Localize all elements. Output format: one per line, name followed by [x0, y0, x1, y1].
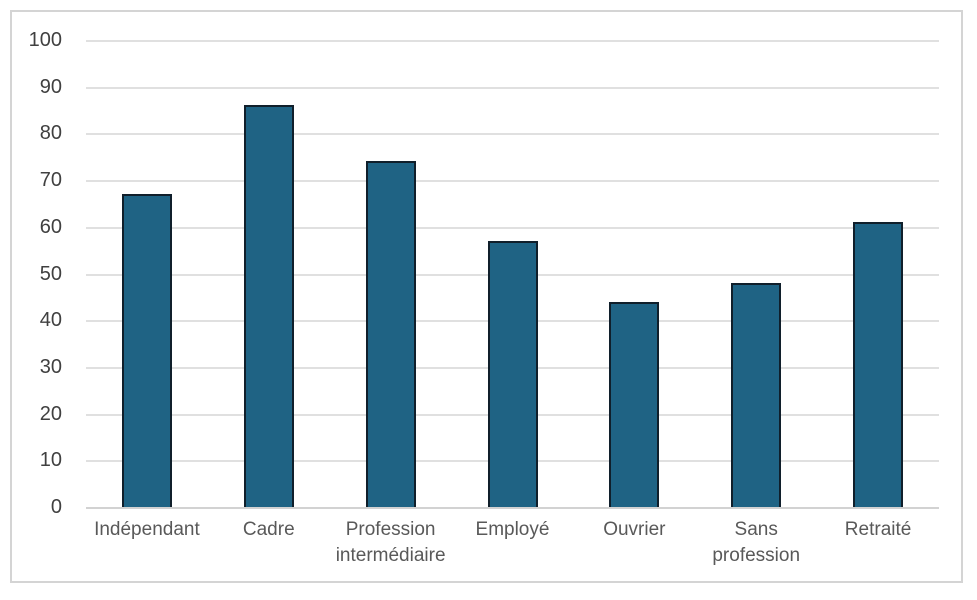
x-axis-line	[86, 507, 939, 509]
y-tick-label-60: 60	[39, 215, 62, 238]
y-tick-label-20: 20	[39, 402, 62, 425]
x-tick-label-retrait-: Retraité	[844, 519, 912, 540]
x-tick-label-ouvrier: Ouvrier	[603, 519, 666, 540]
bar-employ-	[487, 240, 538, 507]
bar-sans-profession	[731, 282, 782, 507]
x-tick-label-cadre: Cadre	[242, 519, 295, 540]
bar-retrait-	[853, 222, 904, 507]
gridline-70	[86, 180, 939, 183]
y-tick-label-90: 90	[39, 75, 62, 98]
bar-profession-interm-diaire	[365, 161, 416, 507]
x-tick-label-employ-: Employé	[475, 519, 550, 540]
x-tick-label-profession-interm-diaire: Profession intermédiaire	[335, 519, 446, 566]
y-tick-label-50: 50	[39, 262, 62, 285]
x-tick-label-sans-profession: Sans profession	[712, 519, 801, 566]
bar-chart: 0 10 20 30 40 50 60 70 80 90 100 Indépendant Cadre Pr…	[10, 10, 963, 583]
y-tick-label-10: 10	[39, 449, 62, 472]
bar-cadre	[243, 105, 294, 507]
bar-ind-pendant	[121, 194, 172, 507]
gridline-90	[86, 86, 939, 89]
y-tick-label-40: 40	[39, 309, 62, 332]
bar-ouvrier	[609, 301, 660, 507]
gridline-100	[86, 40, 939, 42]
y-tick-label-30: 30	[39, 355, 62, 378]
y-tick-label-70: 70	[39, 169, 62, 192]
y-tick-label-100: 100	[28, 29, 62, 51]
x-tick-label-ind-pendant: Indépendant	[94, 519, 200, 540]
y-tick-label-0: 0	[50, 496, 62, 518]
y-tick-label-80: 80	[39, 122, 62, 145]
gridline-80	[86, 133, 939, 136]
gridline-60	[86, 226, 939, 229]
